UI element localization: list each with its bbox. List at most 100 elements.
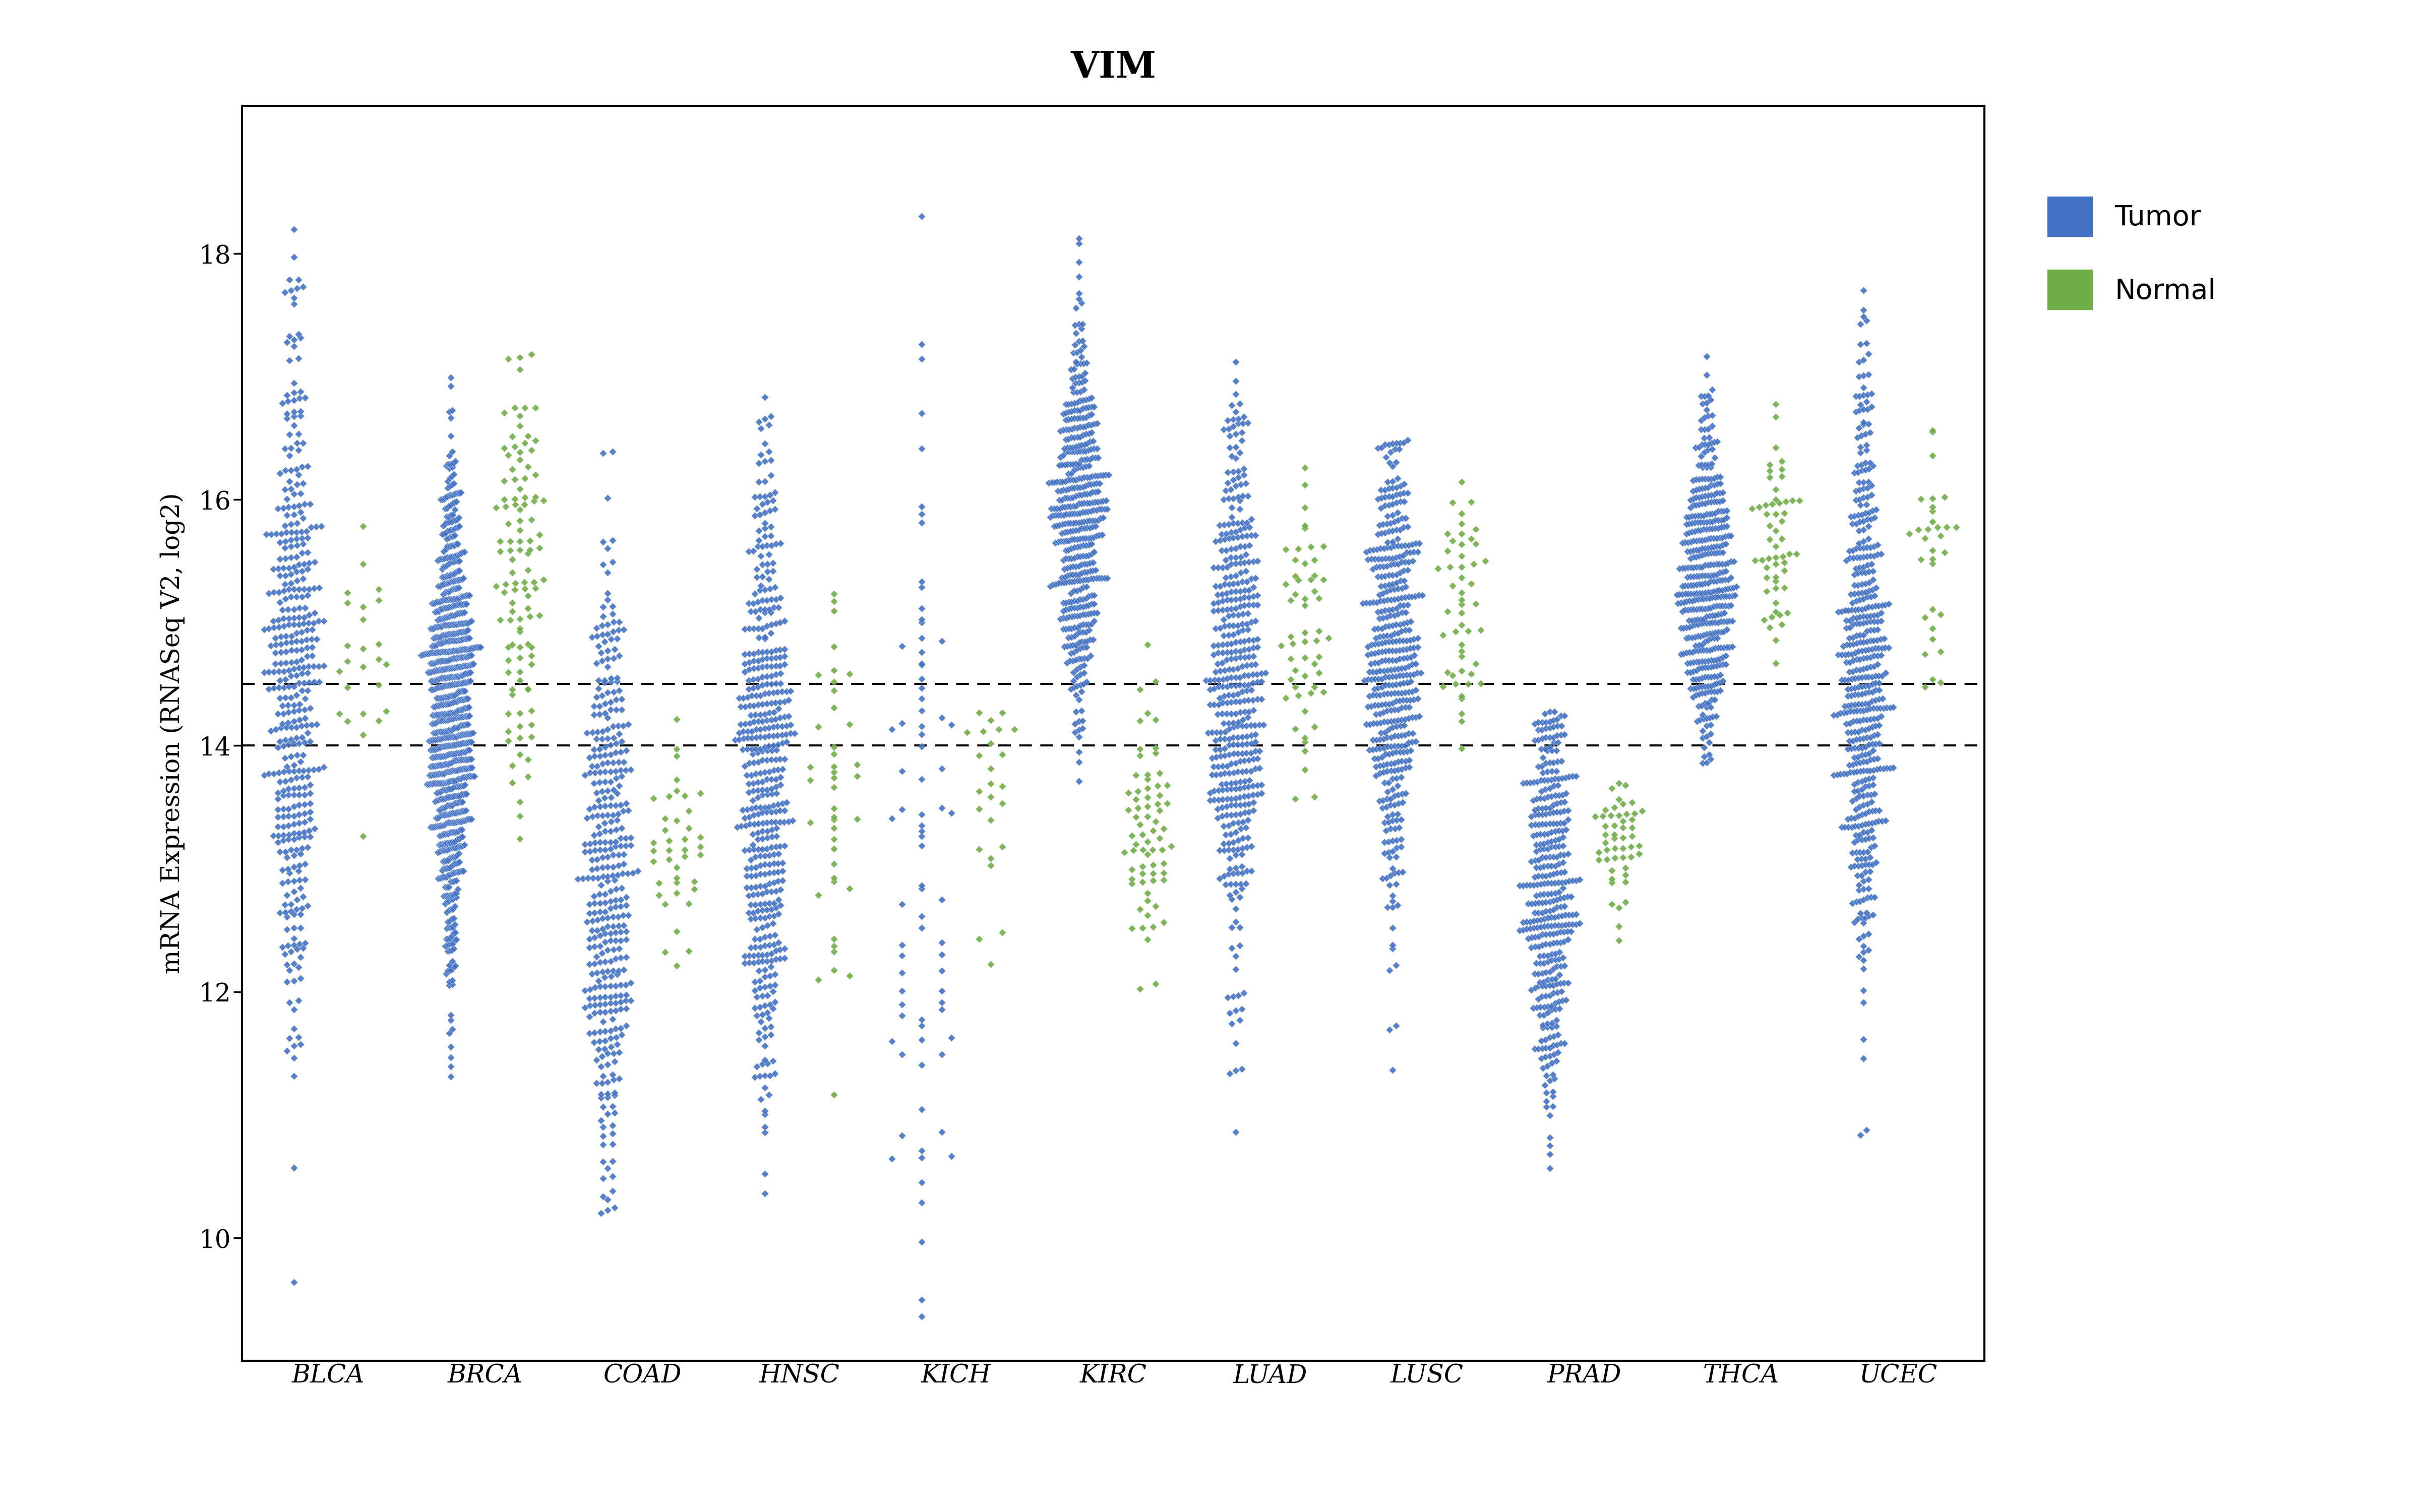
Point	[424, 623, 462, 647]
Point	[1619, 842, 1658, 866]
Point	[264, 934, 302, 959]
Point	[1679, 555, 1718, 579]
Point	[593, 620, 632, 644]
Legend: Tumor, Normal: Tumor, Normal	[2033, 183, 2229, 324]
Point	[970, 785, 1009, 809]
Point	[419, 841, 457, 865]
Point	[494, 599, 532, 623]
Point	[1822, 599, 1861, 623]
Point	[424, 795, 462, 820]
Point	[269, 969, 307, 993]
Point	[726, 806, 765, 830]
Point	[424, 692, 462, 717]
Point	[1195, 692, 1234, 717]
Point	[903, 333, 941, 357]
Point	[416, 641, 455, 665]
Point	[1827, 712, 1866, 736]
Point	[736, 875, 774, 900]
Point	[1846, 742, 1885, 767]
Point	[903, 502, 941, 526]
Point	[424, 487, 462, 511]
Point	[1689, 587, 1728, 611]
Point	[1529, 1142, 1568, 1166]
Point	[1834, 632, 1873, 656]
Point	[593, 602, 632, 626]
Point	[1607, 869, 1646, 894]
Point	[1295, 652, 1333, 676]
Point	[1839, 823, 1878, 847]
Point	[590, 928, 629, 953]
Point	[1225, 593, 1263, 617]
Point	[433, 883, 472, 907]
Point	[1612, 845, 1650, 869]
Point	[1527, 759, 1566, 783]
Point	[1849, 665, 1888, 689]
Point	[278, 526, 317, 550]
Point	[1220, 810, 1258, 835]
Point	[290, 550, 329, 575]
Point	[436, 869, 474, 894]
Point	[762, 661, 801, 685]
Point	[1399, 626, 1437, 650]
Point	[600, 679, 639, 703]
Point	[1706, 552, 1745, 576]
Point	[436, 748, 474, 773]
Point	[1367, 665, 1406, 689]
Point	[1709, 523, 1747, 547]
Point	[1379, 437, 1418, 461]
Point	[578, 847, 617, 871]
Point	[1520, 718, 1558, 742]
Point	[278, 989, 317, 1013]
Point	[1534, 889, 1573, 913]
Point	[433, 576, 472, 600]
Point	[649, 847, 687, 871]
Point	[1692, 569, 1730, 593]
Point	[269, 389, 307, 413]
Point	[1050, 467, 1089, 491]
Point	[1058, 398, 1096, 422]
Point	[1542, 1031, 1580, 1055]
Point	[728, 863, 767, 888]
Point	[1689, 679, 1728, 703]
Point	[983, 742, 1021, 767]
Point	[1837, 751, 1876, 776]
Point	[1442, 581, 1481, 605]
Point	[1036, 531, 1074, 555]
Point	[1849, 500, 1888, 525]
Point	[765, 644, 803, 668]
Point	[1050, 435, 1089, 460]
Point	[1442, 470, 1481, 494]
Point	[1079, 523, 1118, 547]
Point	[1222, 770, 1261, 794]
Point	[276, 621, 315, 646]
Point	[286, 868, 324, 892]
Point	[603, 862, 641, 886]
Point	[1212, 564, 1251, 588]
Point	[448, 721, 486, 745]
Point	[1442, 683, 1481, 708]
Point	[1837, 658, 1876, 682]
Point	[414, 591, 453, 615]
Point	[612, 860, 651, 885]
Point	[1353, 641, 1392, 665]
Point	[1442, 600, 1481, 624]
Point	[581, 872, 620, 897]
Point	[426, 685, 465, 709]
Point	[416, 599, 455, 623]
Point	[816, 807, 854, 832]
Point	[755, 700, 794, 724]
Point	[1701, 679, 1740, 703]
Point	[1684, 726, 1723, 750]
Point	[1832, 683, 1871, 708]
Point	[1353, 652, 1392, 676]
Point	[574, 866, 612, 891]
Point	[290, 758, 329, 782]
Point	[970, 756, 1009, 780]
Point	[1198, 702, 1237, 726]
Point	[1372, 741, 1411, 765]
Point	[416, 727, 455, 751]
Point	[1859, 652, 1897, 676]
Point	[1849, 526, 1888, 550]
Point	[816, 765, 854, 789]
Point	[1672, 661, 1711, 685]
